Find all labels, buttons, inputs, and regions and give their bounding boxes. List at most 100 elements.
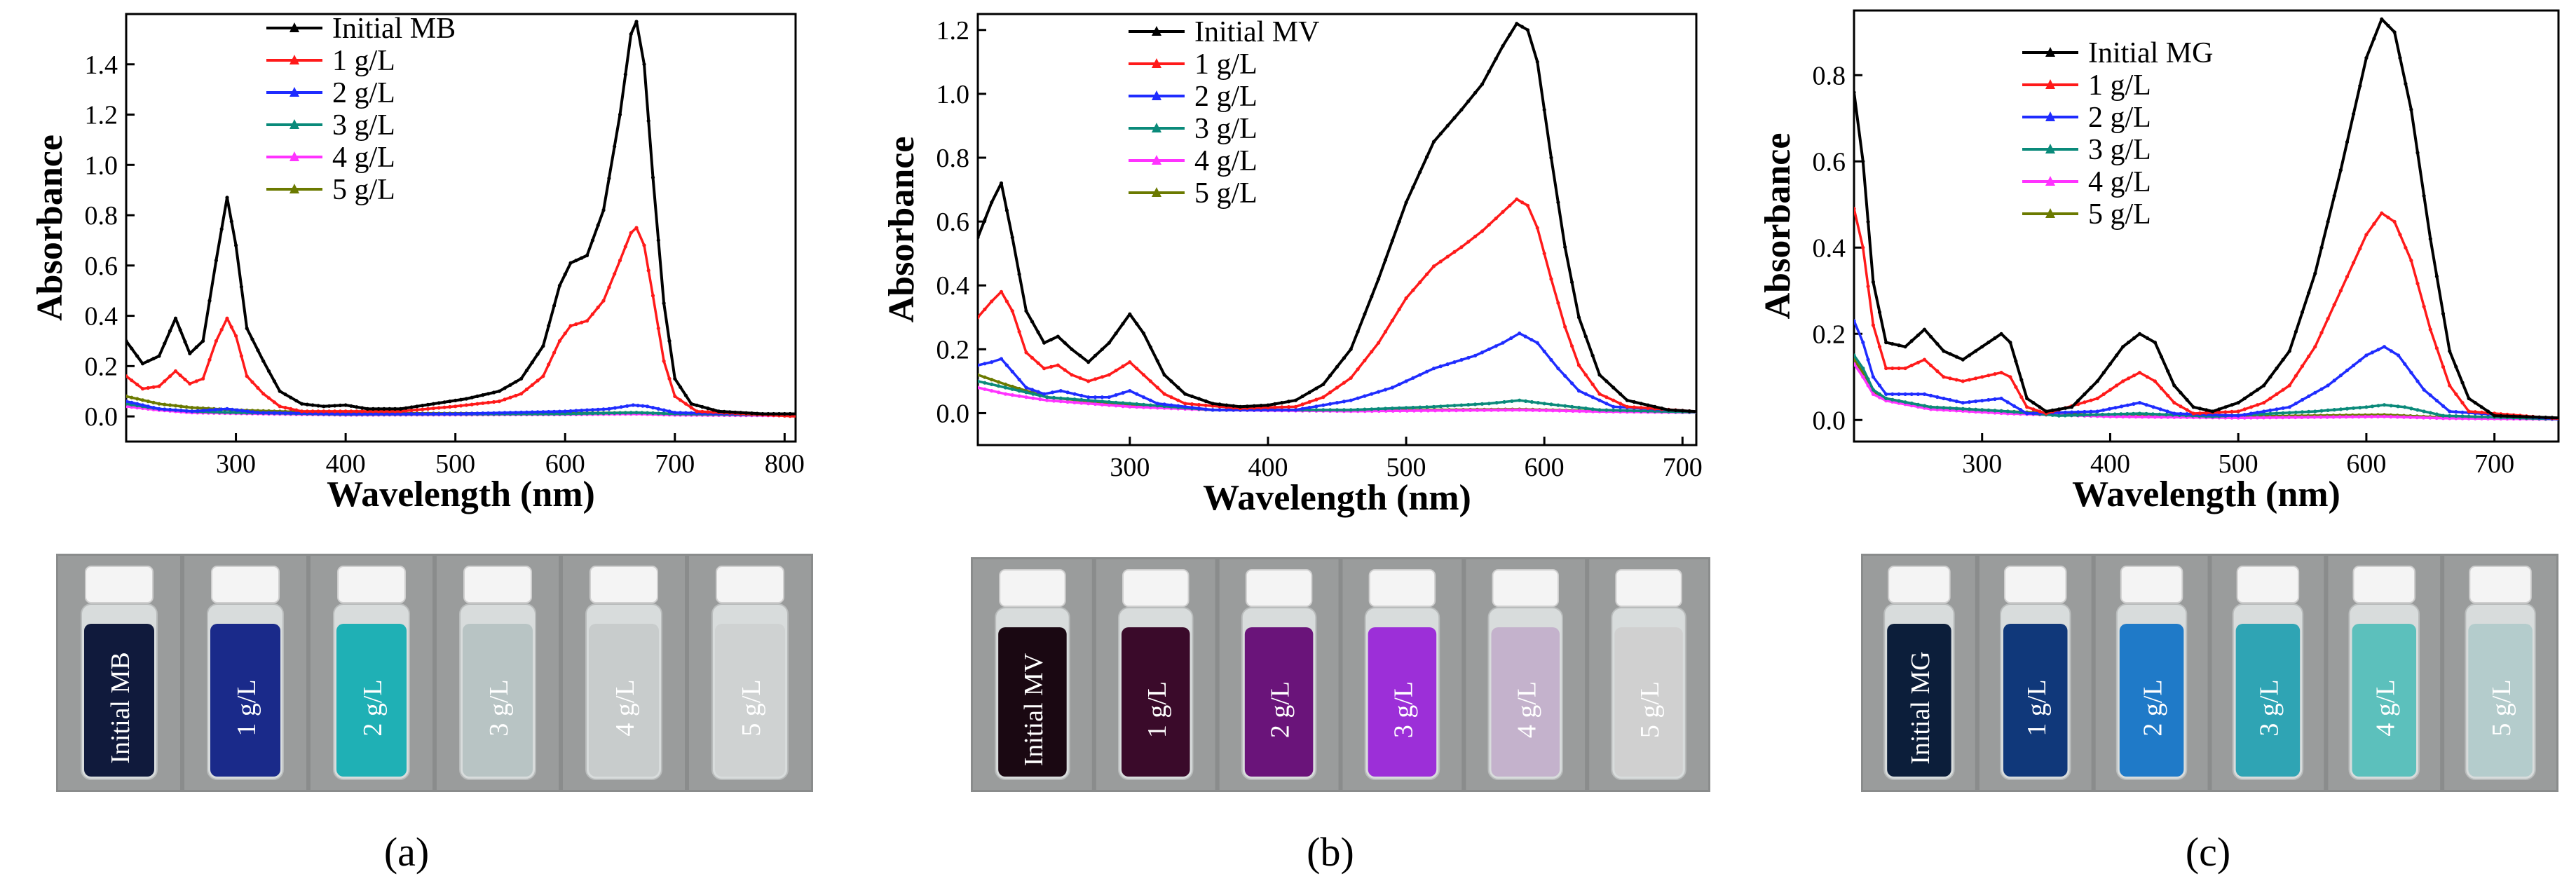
legend-label-2g: 2 g/L bbox=[332, 77, 395, 109]
data-point bbox=[201, 339, 205, 343]
data-point bbox=[2019, 395, 2024, 399]
panel-label: (b) bbox=[1307, 829, 1354, 875]
data-point bbox=[1072, 397, 1077, 402]
data-point bbox=[978, 379, 980, 383]
data-point bbox=[1024, 390, 1028, 395]
data-point bbox=[1397, 406, 1401, 410]
data-point bbox=[2165, 409, 2169, 414]
data-point bbox=[519, 392, 524, 396]
data-point bbox=[2044, 409, 2048, 414]
data-point bbox=[1549, 357, 1553, 362]
data-point bbox=[1128, 404, 1132, 409]
data-point bbox=[1004, 363, 1009, 367]
data-point bbox=[1687, 409, 1691, 414]
data-point bbox=[2070, 410, 2074, 414]
data-point bbox=[1480, 402, 1485, 406]
data-point bbox=[1597, 408, 1602, 412]
data-point bbox=[1445, 254, 1450, 259]
data-point bbox=[1342, 408, 1346, 412]
data-point bbox=[1425, 272, 1429, 276]
data-point bbox=[2403, 405, 2407, 409]
data-point bbox=[1197, 407, 1201, 411]
data-point bbox=[1190, 405, 1194, 410]
data-point bbox=[646, 404, 650, 409]
data-point bbox=[2319, 415, 2323, 419]
data-point bbox=[1024, 350, 1028, 355]
data-point bbox=[1438, 404, 1443, 409]
data-point bbox=[289, 407, 293, 411]
data-point bbox=[568, 261, 573, 265]
data-point bbox=[2083, 392, 2087, 397]
data-point bbox=[596, 306, 600, 310]
data-point bbox=[1128, 402, 1132, 406]
data-point bbox=[2313, 390, 2317, 395]
data-point bbox=[2376, 404, 2380, 408]
series-line-1g bbox=[126, 226, 796, 418]
data-point bbox=[2409, 107, 2413, 111]
data-point bbox=[1861, 159, 1865, 163]
data-point bbox=[2345, 368, 2350, 373]
data-point bbox=[503, 386, 507, 390]
data-point bbox=[536, 410, 540, 414]
data-point bbox=[250, 337, 254, 341]
data-point bbox=[1564, 409, 1568, 413]
data-point bbox=[634, 226, 639, 230]
data-point bbox=[2300, 397, 2305, 402]
data-point bbox=[2352, 261, 2356, 265]
data-point bbox=[1377, 277, 1381, 281]
vial-liquid bbox=[210, 624, 280, 777]
data-point bbox=[1286, 399, 1291, 404]
data-point bbox=[2172, 401, 2176, 405]
data-point bbox=[360, 411, 364, 416]
data-point bbox=[2012, 410, 2016, 414]
data-point bbox=[1321, 403, 1326, 407]
data-point bbox=[1452, 404, 1457, 408]
data-point bbox=[1954, 378, 1958, 382]
data-point bbox=[454, 398, 458, 403]
data-point bbox=[404, 411, 408, 416]
vial-cap bbox=[1492, 569, 1559, 607]
legend-marker-3g bbox=[289, 119, 299, 129]
vial-5: 5 g/L bbox=[1589, 559, 1708, 790]
data-point bbox=[1036, 390, 1040, 394]
data-point bbox=[1935, 405, 1940, 409]
data-point bbox=[2313, 345, 2317, 349]
data-point bbox=[365, 407, 370, 411]
data-point bbox=[1576, 363, 1581, 367]
data-point bbox=[1114, 404, 1118, 408]
data-point bbox=[2357, 415, 2361, 419]
data-point bbox=[2005, 409, 2010, 414]
data-point bbox=[151, 385, 156, 389]
data-point bbox=[689, 411, 693, 415]
data-point bbox=[1942, 349, 1946, 353]
data-point bbox=[1383, 329, 1388, 334]
data-point bbox=[2352, 363, 2356, 368]
vial-label: 1 g/L bbox=[232, 679, 261, 736]
data-point bbox=[1549, 277, 1553, 281]
chart-1: 300 400 500 600 700 0.0 0.2 0.4 0.6 0.8 1.0 1.2 Wave… bbox=[882, 13, 1703, 518]
data-point bbox=[1571, 409, 1575, 414]
data-point bbox=[2338, 374, 2343, 378]
data-point bbox=[1121, 364, 1125, 369]
data-point bbox=[421, 407, 425, 411]
data-point bbox=[1010, 235, 1014, 240]
data-point bbox=[2172, 411, 2176, 416]
data-point bbox=[1447, 409, 1452, 413]
vial-5: 5 g/L bbox=[2444, 556, 2556, 790]
data-point bbox=[2294, 415, 2298, 420]
data-point bbox=[1211, 402, 1215, 406]
data-point bbox=[1418, 170, 1422, 175]
data-point bbox=[1141, 395, 1146, 399]
vial-label: 5 g/L bbox=[1635, 681, 1665, 738]
data-point bbox=[1335, 364, 1340, 369]
data-point bbox=[1890, 397, 1895, 402]
data-point bbox=[1980, 399, 1984, 403]
data-point bbox=[1280, 408, 1284, 412]
data-point bbox=[2256, 388, 2260, 392]
data-point bbox=[151, 400, 156, 405]
data-point bbox=[1356, 396, 1360, 400]
data-point bbox=[1570, 381, 1574, 385]
y-tick-label: 0.6 bbox=[936, 207, 970, 237]
data-point bbox=[2382, 403, 2387, 407]
data-point bbox=[1680, 409, 1684, 413]
